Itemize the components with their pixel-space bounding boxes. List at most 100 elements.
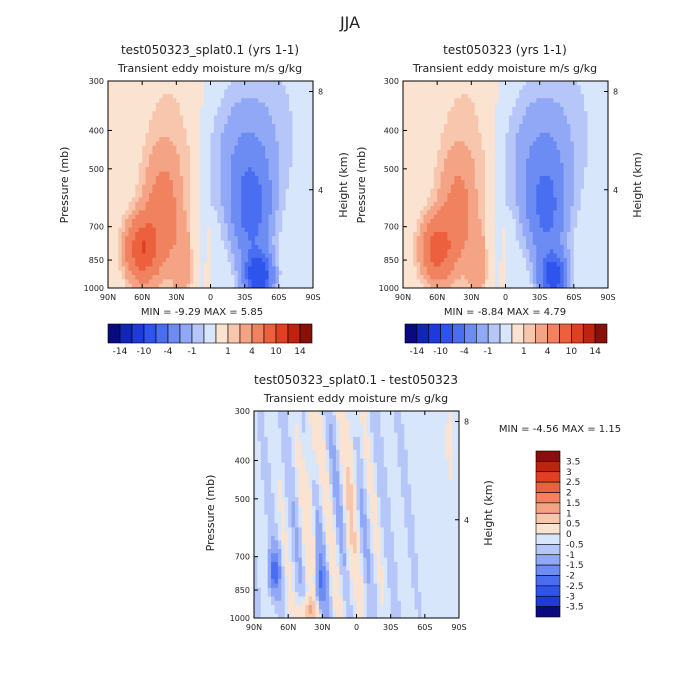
- heat-cell: [495, 214, 500, 220]
- heat-cell: [193, 158, 198, 164]
- heat-cell: [118, 115, 123, 121]
- heat-cell: [505, 171, 510, 177]
- heat-cell: [108, 197, 112, 203]
- heat-cell: [467, 141, 472, 147]
- heat-cell: [491, 132, 496, 138]
- heat-cell: [224, 197, 228, 203]
- heat-cell: [440, 132, 445, 138]
- heat-cell: [193, 167, 198, 172]
- heat-cell: [155, 106, 160, 112]
- heat-cell: [268, 106, 273, 112]
- heat-cell: [166, 253, 170, 259]
- heat-cell: [450, 279, 455, 285]
- heat-cell: [437, 81, 441, 86]
- heat-cell: [159, 244, 164, 250]
- heat-cell: [176, 249, 181, 254]
- heat-cell: [152, 154, 157, 160]
- heat-cell: [423, 210, 428, 216]
- heat-cell: [522, 266, 527, 272]
- heat-cell: [515, 219, 520, 224]
- heat-cell: [210, 197, 215, 203]
- heat-cell: [502, 145, 506, 151]
- heat-cell: [464, 257, 469, 263]
- heat-cell: [244, 175, 249, 181]
- heat-cell: [464, 201, 469, 207]
- heat-cell: [272, 184, 276, 190]
- heat-cell: [409, 175, 414, 181]
- heat-cell: [502, 137, 506, 142]
- heat-cell: [220, 154, 225, 160]
- heat-cell: [416, 197, 421, 203]
- heat-cell: [111, 171, 116, 177]
- heat-cell: [190, 154, 194, 160]
- heat-cell: [403, 266, 407, 272]
- heat-cell: [261, 102, 266, 108]
- heat-cell: [416, 206, 421, 211]
- heat-cell: [454, 223, 459, 229]
- heat-cell: [491, 184, 496, 190]
- heat-cell: [114, 137, 119, 142]
- heat-cell: [406, 98, 411, 103]
- heat-cell: [114, 249, 119, 254]
- heat-cell: [268, 102, 273, 108]
- heat-cell: [508, 249, 513, 254]
- heat-cell: [426, 270, 431, 276]
- heat-cell: [152, 262, 157, 267]
- heat-cell: [265, 158, 269, 164]
- heat-cell: [261, 85, 266, 91]
- heat-cell: [546, 158, 551, 164]
- heat-cell: [467, 154, 472, 160]
- heat-cell: [539, 253, 544, 259]
- heat-cell: [172, 210, 177, 216]
- heat-cell: [519, 236, 523, 241]
- heat-cell: [474, 98, 479, 103]
- heat-cell: [114, 162, 119, 168]
- heat-cell: [461, 180, 465, 185]
- heat-cell: [295, 253, 300, 259]
- heat-cell: [118, 236, 123, 241]
- heat-cell: [142, 206, 146, 211]
- heat-cell: [272, 236, 276, 241]
- heat-cell: [447, 106, 452, 112]
- heat-cell: [450, 184, 455, 190]
- heat-cell: [244, 197, 249, 203]
- heat-cell: [508, 197, 513, 203]
- heat-cell: [172, 275, 177, 280]
- heat-cell: [261, 201, 266, 207]
- heat-cell: [220, 119, 225, 125]
- heat-cell: [186, 206, 191, 211]
- heat-cell: [162, 210, 167, 216]
- heat-cell: [481, 249, 486, 254]
- heat-cell: [169, 171, 174, 177]
- heat-cell: [145, 188, 150, 194]
- heat-cell: [292, 279, 297, 285]
- heat-cell: [135, 275, 140, 280]
- heat-cell: [461, 270, 465, 276]
- heat-cell: [539, 257, 544, 263]
- heat-cell: [437, 171, 441, 177]
- heat-cell: [244, 257, 249, 263]
- heat-cell: [190, 193, 194, 198]
- heat-cell: [474, 115, 479, 121]
- heat-cell: [207, 275, 211, 280]
- heat-cell: [111, 275, 116, 280]
- heat-cell: [213, 214, 218, 220]
- heat-cell: [485, 102, 489, 108]
- heat-cell: [491, 137, 496, 142]
- heat-cell: [128, 227, 133, 233]
- heat-cell: [261, 180, 266, 185]
- heat-cell: [433, 111, 438, 116]
- heat-cell: [282, 244, 287, 250]
- heat-cell: [546, 240, 551, 246]
- heat-cell: [251, 175, 256, 181]
- heat-cell: [413, 85, 418, 91]
- heat-cell: [258, 253, 263, 259]
- heat-cell: [416, 257, 421, 263]
- heat-cell: [231, 111, 235, 116]
- heat-cell: [299, 223, 304, 229]
- heat-cell: [498, 262, 503, 267]
- heat-cell: [485, 171, 489, 177]
- heat-cell: [539, 132, 544, 138]
- heat-cell: [213, 150, 218, 155]
- heat-cell: [447, 257, 452, 263]
